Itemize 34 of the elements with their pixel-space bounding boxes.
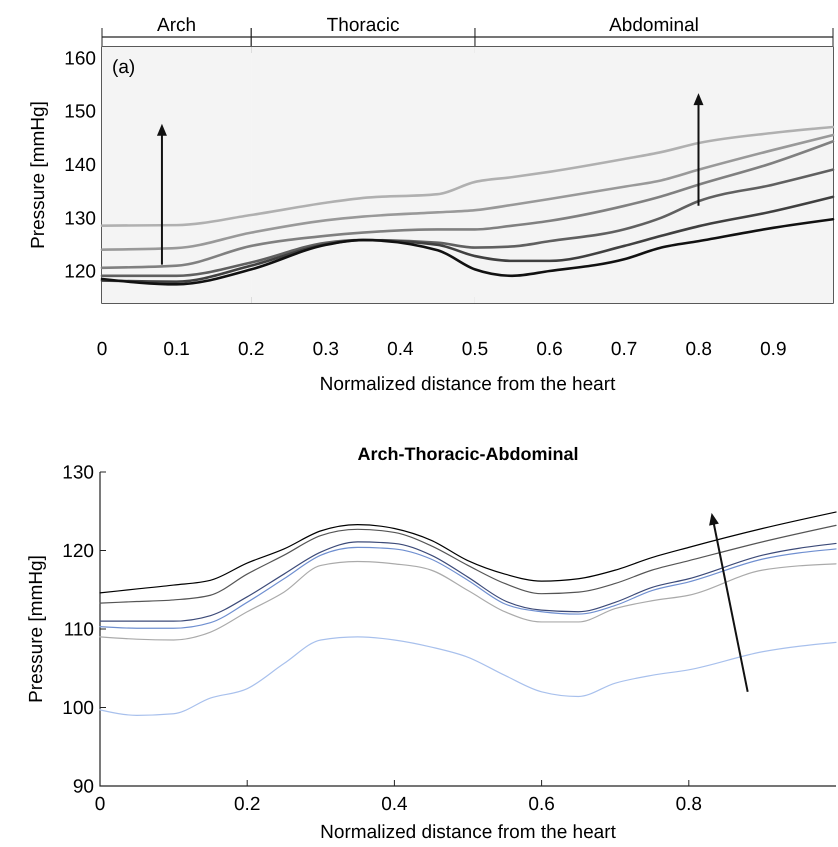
x-tick-label: 0.4 [381,794,408,815]
y-tick-label: 150 [64,102,96,123]
band-label: Thoracic [326,15,400,36]
y-tick-label: 120 [62,541,94,562]
y-axis-title: Pressure [mmHg] [26,555,47,703]
y-tick-label: 90 [72,776,94,798]
x-tick-label: 0 [94,794,106,815]
x-axis-title: Normalized distance from the heart [320,374,616,395]
band-label: Abdominal [609,15,699,36]
y-tick-label: 160 [64,48,96,70]
chart-title: Arch-Thoracic-Abdominal [357,444,579,464]
x-tick-label: 0.1 [163,339,190,360]
x-tick-label: 0.9 [760,339,787,360]
x-tick-label: 0 [96,339,108,360]
x-tick-label: 0.6 [536,339,563,360]
y-tick-label: 100 [62,698,94,720]
band-label: Arch [157,15,196,36]
y-tick-label: 130 [64,208,96,230]
x-tick-label: 0.3 [312,339,339,360]
x-tick-label: 0.8 [676,794,702,815]
x-tick-label: 0.6 [528,794,555,815]
y-tick-label: 140 [64,154,96,176]
x-tick-label: 0.2 [234,794,260,815]
y-tick-label: 120 [64,262,96,283]
y-tick-label: 130 [62,462,94,484]
x-tick-label: 0.2 [238,339,264,360]
y-tick-label: 110 [64,620,94,641]
x-tick-label: 0.5 [462,339,488,360]
annotation: (a) [112,57,136,78]
x-tick-label: 0.4 [387,339,414,360]
y-axis-title: Pressure [mmHg] [28,101,49,249]
x-axis-title: Normalized distance from the heart [320,822,617,843]
x-tick-label: 0.7 [610,339,638,360]
x-tick-label: 0.8 [686,339,712,360]
